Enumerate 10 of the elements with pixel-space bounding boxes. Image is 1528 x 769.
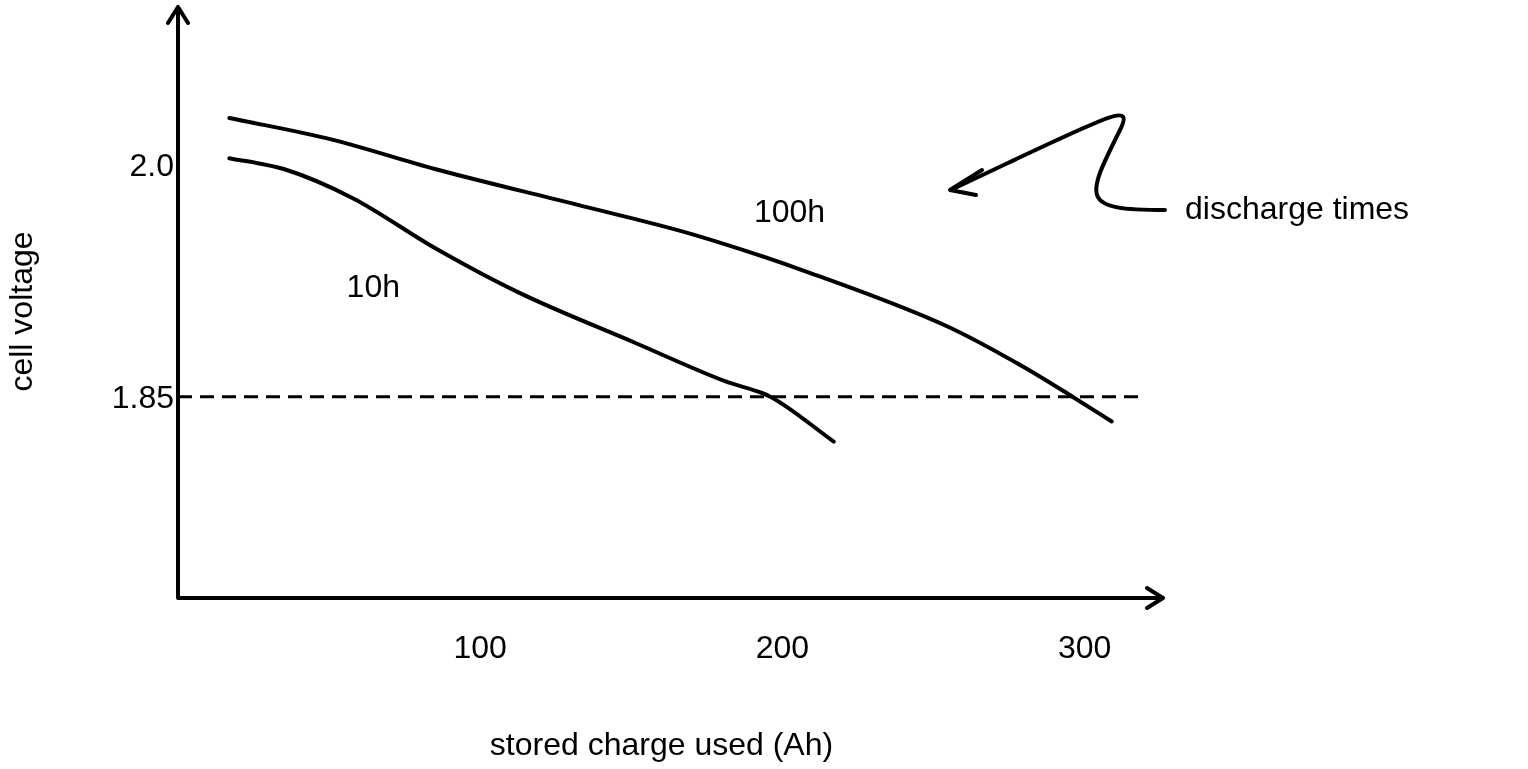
x-axis-title: stored charge used (Ah) bbox=[489, 725, 834, 762]
y-axis-title: cell voltage bbox=[3, 231, 40, 392]
y-tick-label: 1.85 bbox=[111, 379, 174, 416]
series-label: 100h bbox=[753, 192, 826, 229]
x-tick-label: 100 bbox=[453, 629, 507, 666]
x-tick-label: 200 bbox=[755, 629, 810, 666]
x-tick-label: 300 bbox=[1057, 629, 1112, 666]
series-label: 10h bbox=[346, 268, 400, 305]
text: discharge times bbox=[1185, 190, 1410, 227]
y-tick-label: 2.0 bbox=[129, 146, 174, 183]
